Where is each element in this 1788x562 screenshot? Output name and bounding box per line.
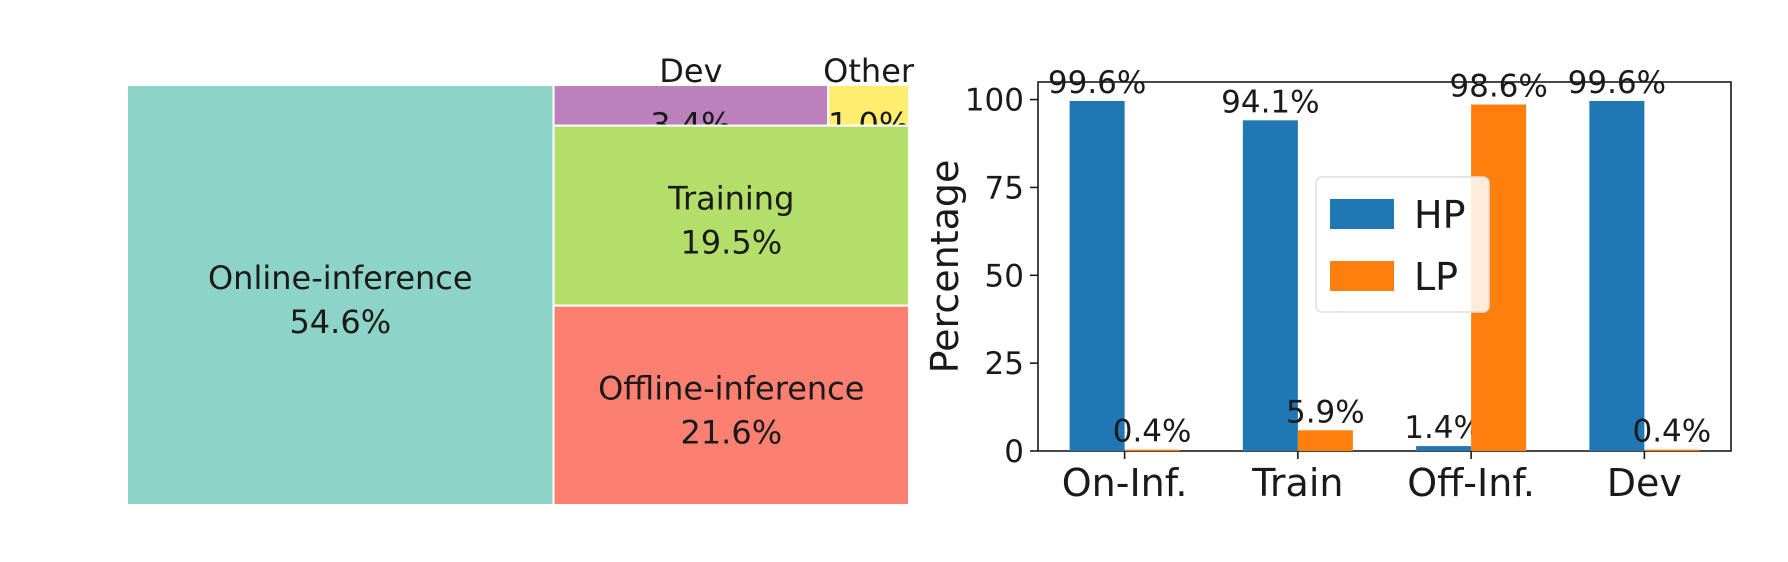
x-tick-label-off-inf: Off-Inf. [1407,461,1535,505]
bar-hp-train [1242,120,1298,451]
bar-lp-train [1297,430,1353,451]
data-label-lp-dev: 0.4% [1632,414,1711,450]
treemap-label-offline-inference: Offline-inference [598,369,864,407]
plot-frame [1037,81,1732,452]
data-label-lp-train: 5.9% [1286,394,1365,430]
treemap-tile-online-inference [126,84,555,506]
y-tick-label-100: 100 [965,83,1024,119]
treemap-chart: Online-inference54.6%Dev3.4%Other1.0%Tra… [126,52,915,506]
treemap-label-other: Other [823,52,915,90]
bar-hp-off-inf [1416,446,1472,451]
treemap-tile-offline-inference [552,304,911,506]
treemap-value-offline-inference: 21.6% [680,413,782,451]
data-label-lp-on-inf: 0.4% [1113,414,1192,450]
x-tick-label-on-inf: On-Inf. [1062,461,1188,505]
treemap-tile-other [827,84,911,127]
legend-swatch-lp [1330,261,1394,291]
legend-swatch-hp [1330,199,1394,229]
treemap-tile-dev [552,84,830,127]
treemap-value-online-inference: 54.6% [289,303,391,341]
y-tick-label-50: 50 [985,258,1024,294]
x-tick-label-dev: Dev [1607,461,1682,505]
data-label-hp-dev: 99.6% [1568,65,1666,101]
treemap-label-online-inference: Online-inference [208,259,473,297]
data-label-lp-off-inf: 98.6% [1449,68,1547,104]
data-label-hp-off-inf: 1.4% [1404,410,1483,446]
data-label-hp-on-inf: 99.6% [1048,65,1146,101]
legend-label-lp: LP [1414,255,1458,299]
y-tick-label-75: 75 [985,170,1024,206]
bar-hp-dev [1589,100,1645,451]
data-label-hp-train: 94.1% [1221,84,1319,120]
bar-lp-on-inf [1124,449,1180,451]
x-tick-label-train: Train [1251,461,1343,505]
bar-chart: 0 25 50 75 100 Percentage On-Inf. 99.6% 0.4% Trai… [923,65,1732,505]
y-axis-label: Percentage [923,160,967,374]
treemap-value-training: 19.5% [680,224,782,262]
y-tick-label-25: 25 [985,346,1024,382]
treemap-label-dev: Dev [659,52,722,90]
bar-lp-dev [1644,449,1700,451]
bar-hp-on-inf [1069,100,1125,451]
treemap-tile-training [552,124,911,307]
legend-label-hp: HP [1414,193,1466,237]
y-tick-label-0: 0 [1004,434,1024,470]
treemap-label-training: Training [667,180,794,218]
